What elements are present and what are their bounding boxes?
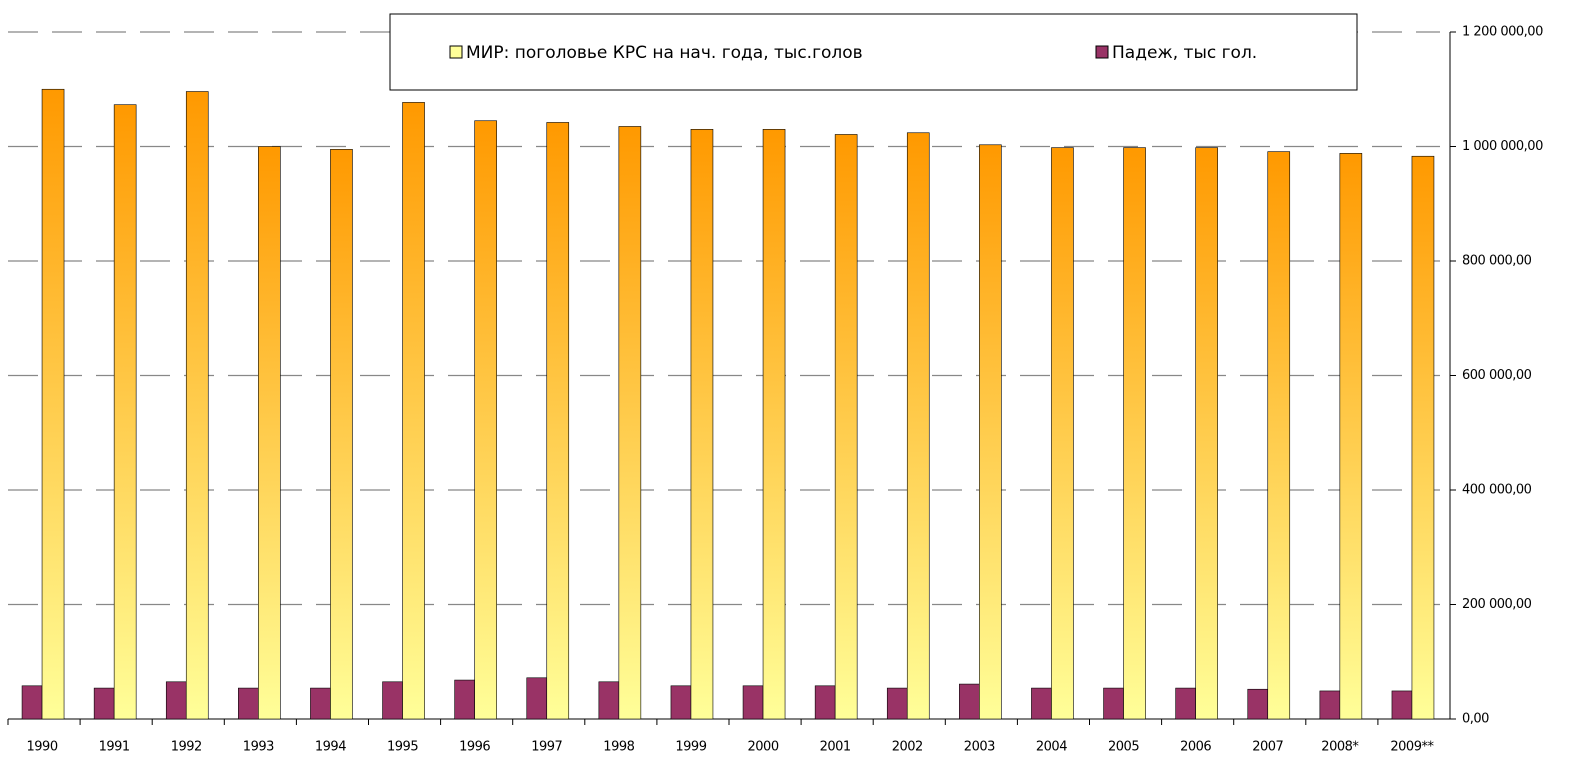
y-tick-label: 1 000 000,00 bbox=[1462, 139, 1543, 154]
bar bbox=[1339, 153, 1363, 720]
x-tick-label: 2003 bbox=[964, 740, 995, 755]
x-tick-label: 1990 bbox=[27, 740, 58, 755]
x-tick-label: 2004 bbox=[1036, 740, 1067, 755]
bar bbox=[618, 126, 642, 720]
bar bbox=[814, 685, 836, 720]
bar bbox=[979, 144, 1002, 720]
y-tick-label: 600 000,00 bbox=[1462, 368, 1532, 383]
bar bbox=[1411, 155, 1435, 720]
bar bbox=[382, 681, 403, 720]
x-tick-label: 1992 bbox=[171, 740, 202, 755]
y-tick-label: 800 000,00 bbox=[1462, 254, 1532, 269]
bar bbox=[598, 681, 620, 720]
bar bbox=[238, 687, 259, 720]
legend-label: МИР: поголовье КРС на нач. года, тыс.гол… bbox=[466, 43, 863, 63]
x-tick-label: 2000 bbox=[748, 740, 779, 755]
bar bbox=[906, 132, 930, 720]
bar bbox=[1195, 147, 1218, 720]
x-tick-label: 2009** bbox=[1390, 740, 1434, 755]
bar bbox=[1247, 688, 1269, 720]
x-tick-label: 1991 bbox=[99, 740, 130, 755]
x-tick-label: 2005 bbox=[1108, 740, 1139, 755]
x-tick-label: 2002 bbox=[892, 740, 923, 755]
legend-swatch bbox=[449, 45, 463, 59]
bar bbox=[1051, 147, 1074, 720]
bar bbox=[165, 681, 187, 720]
x-tick-label: 1994 bbox=[315, 740, 346, 755]
x-tick-label: 1993 bbox=[243, 740, 274, 755]
bar bbox=[834, 134, 858, 720]
bar bbox=[762, 129, 786, 720]
bar bbox=[1123, 147, 1146, 720]
x-tick-label: 1997 bbox=[531, 740, 562, 755]
legend bbox=[389, 13, 1358, 91]
bar bbox=[670, 685, 692, 720]
x-tick-label: 1996 bbox=[459, 740, 490, 755]
bar bbox=[310, 687, 331, 720]
bar bbox=[1267, 151, 1291, 720]
bar bbox=[1319, 690, 1341, 720]
bar bbox=[742, 685, 764, 720]
x-tick-label: 2001 bbox=[820, 740, 851, 755]
bar bbox=[1391, 690, 1413, 720]
bar bbox=[113, 104, 137, 720]
bar bbox=[21, 685, 43, 720]
y-tick-label: 200 000,00 bbox=[1462, 597, 1532, 612]
bar bbox=[185, 91, 209, 720]
x-tick-label: 2007 bbox=[1252, 740, 1283, 755]
bar bbox=[41, 88, 65, 720]
bar bbox=[886, 687, 908, 720]
bar bbox=[1103, 687, 1124, 720]
bar bbox=[546, 122, 570, 720]
legend-label: Падеж, тыс гол. bbox=[1112, 43, 1257, 63]
bar bbox=[1175, 687, 1196, 720]
legend-swatch bbox=[1095, 45, 1109, 59]
bar bbox=[526, 677, 548, 720]
bar bbox=[959, 683, 980, 720]
x-tick-label: 1998 bbox=[603, 740, 634, 755]
y-tick-label: 1 200 000,00 bbox=[1462, 25, 1543, 40]
bar bbox=[402, 102, 425, 720]
bar bbox=[454, 679, 475, 720]
bar bbox=[690, 129, 714, 720]
x-tick-label: 2006 bbox=[1180, 740, 1211, 755]
bar bbox=[474, 120, 497, 720]
bar bbox=[258, 146, 281, 720]
y-tick-label: 0,00 bbox=[1462, 712, 1489, 727]
bar bbox=[330, 149, 353, 720]
bar bbox=[93, 687, 115, 720]
x-tick-label: 1995 bbox=[387, 740, 418, 755]
x-tick-label: 1999 bbox=[675, 740, 706, 755]
x-tick-label: 2008* bbox=[1321, 740, 1359, 755]
bar bbox=[1031, 687, 1052, 720]
y-tick-label: 400 000,00 bbox=[1462, 483, 1532, 498]
